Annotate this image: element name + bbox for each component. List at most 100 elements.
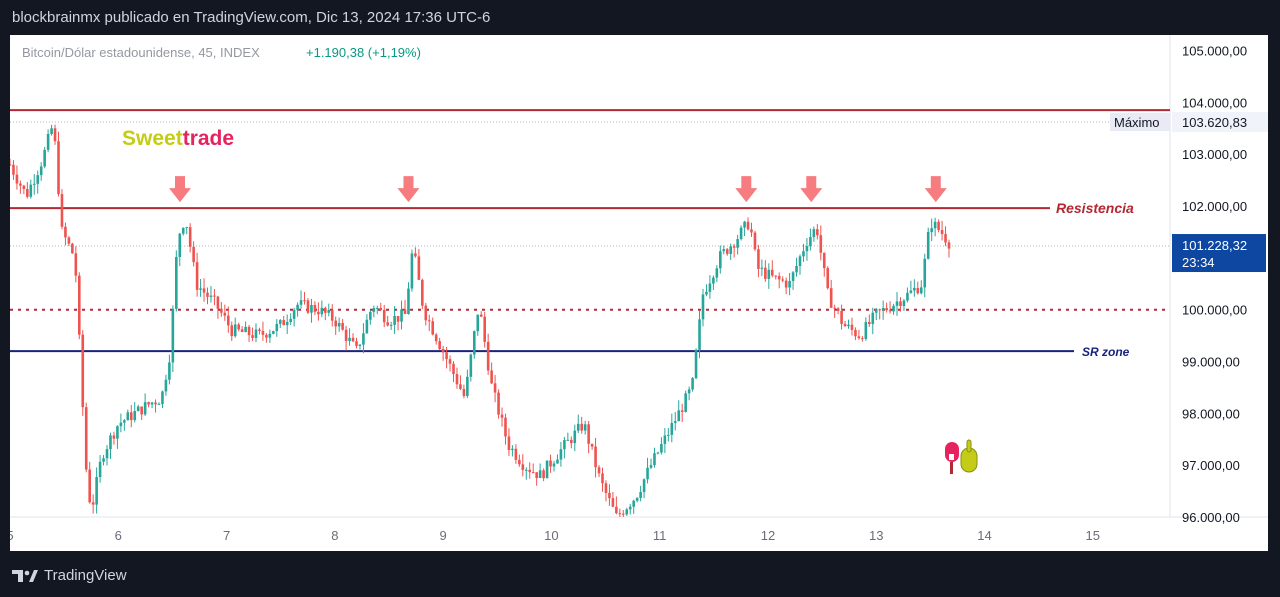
candle-body: [802, 251, 805, 257]
candle-body: [909, 290, 913, 293]
candle-body: [587, 424, 590, 444]
candle-body: [843, 323, 847, 327]
down-arrow-icon: [800, 176, 823, 203]
candle-body: [611, 498, 615, 507]
price-chart[interactable]: Resistencia SR zone Máximo 103.620,83 101.22…: [6, 35, 1268, 551]
candle-body: [642, 479, 646, 492]
candle-body: [462, 388, 466, 396]
candle-body: [816, 229, 819, 236]
tradingview-logo[interactable]: TradingView: [12, 567, 127, 584]
candle-body: [521, 464, 525, 470]
candle-body: [518, 459, 521, 465]
candle-body: [902, 300, 906, 307]
candle-body: [348, 337, 351, 342]
candle-body: [438, 341, 441, 349]
candle-body: [133, 411, 137, 421]
candle-body: [791, 272, 795, 281]
y-tick-label: 98.000,00: [1182, 406, 1240, 421]
candle-body: [434, 334, 438, 342]
candle-body: [542, 470, 545, 479]
candle-body: [285, 321, 289, 326]
candle-body: [677, 410, 681, 422]
candle-body: [604, 483, 608, 493]
candle-body: [441, 348, 445, 353]
candle-body: [719, 251, 722, 269]
candle-body: [559, 449, 563, 460]
x-tick-label: 9: [439, 528, 446, 543]
candle-body: [365, 319, 369, 334]
candle-body: [833, 307, 836, 309]
candle-body: [743, 221, 746, 228]
price-levels: Resistencia SR zone Máximo 103.620,83 101.22…: [10, 109, 1268, 359]
level-label: SR zone: [1082, 345, 1130, 359]
candle-body: [535, 472, 538, 478]
candle-body: [351, 337, 355, 342]
candle-body: [91, 502, 95, 505]
candle-body: [691, 378, 694, 390]
candle-body: [337, 322, 341, 327]
candle-body: [195, 262, 199, 290]
candle-body: [136, 406, 140, 412]
candle-body: [476, 314, 480, 332]
candle-body: [105, 449, 109, 459]
candle-body: [445, 352, 448, 360]
sweettrade-logo: Sweettrade: [122, 127, 234, 150]
candle-body: [625, 509, 629, 515]
candle-body: [123, 420, 126, 423]
candle-body: [95, 477, 98, 505]
chart-area[interactable]: Resistencia SR zone Máximo 103.620,83 101.22…: [6, 35, 1268, 551]
candle-body: [594, 446, 597, 468]
candle-body: [36, 175, 40, 184]
candle-body: [8, 164, 12, 166]
candle-body: [888, 310, 892, 312]
candle-body: [330, 309, 334, 321]
candle-body: [576, 423, 580, 431]
tradingview-icon: [12, 569, 38, 582]
candle-body: [400, 309, 403, 322]
candle-body: [26, 188, 29, 197]
candle-body: [874, 309, 878, 313]
candle-body: [840, 311, 843, 324]
candle-body: [812, 229, 816, 238]
candle-body: [628, 506, 632, 510]
candle-body: [913, 287, 916, 291]
candle-body: [469, 354, 473, 377]
candle-body: [57, 141, 60, 195]
y-tick-label: 97.000,00: [1182, 458, 1240, 473]
candle-body: [760, 267, 764, 269]
candle-body: [64, 226, 67, 238]
candle-body: [358, 344, 362, 346]
candle-body: [473, 331, 476, 355]
candle-body: [549, 460, 552, 467]
candle-body: [829, 288, 833, 308]
candle-body: [656, 452, 660, 454]
candle-body: [424, 305, 428, 321]
candle-body: [237, 324, 240, 330]
candle-body: [382, 310, 386, 323]
candle-body: [646, 467, 649, 480]
candle-body: [181, 227, 185, 234]
level-label: Resistencia: [1056, 200, 1134, 216]
candle-body: [448, 359, 452, 364]
candle-body: [50, 128, 53, 134]
candle-body: [746, 221, 750, 230]
candle-body: [698, 319, 701, 350]
candle-body: [362, 333, 365, 345]
x-tick-label: 15: [1086, 528, 1100, 543]
candle-body: [937, 221, 940, 231]
candle-body: [240, 329, 244, 332]
x-tick-label: 10: [544, 528, 558, 543]
candle-body: [635, 497, 639, 501]
publish-header: blockbrainmx publicado en TradingView.co…: [12, 9, 491, 26]
candle-body: [732, 246, 736, 248]
candle-body: [545, 460, 549, 479]
y-tick-label: 100.000,00: [1182, 303, 1247, 318]
candle-body: [188, 227, 192, 247]
candle-body: [663, 435, 667, 444]
candle-body: [885, 308, 888, 311]
candle-body: [673, 421, 677, 424]
candle-body: [940, 230, 944, 235]
candle-body: [861, 338, 864, 340]
candle-body: [88, 469, 91, 503]
candle-body: [694, 349, 698, 379]
